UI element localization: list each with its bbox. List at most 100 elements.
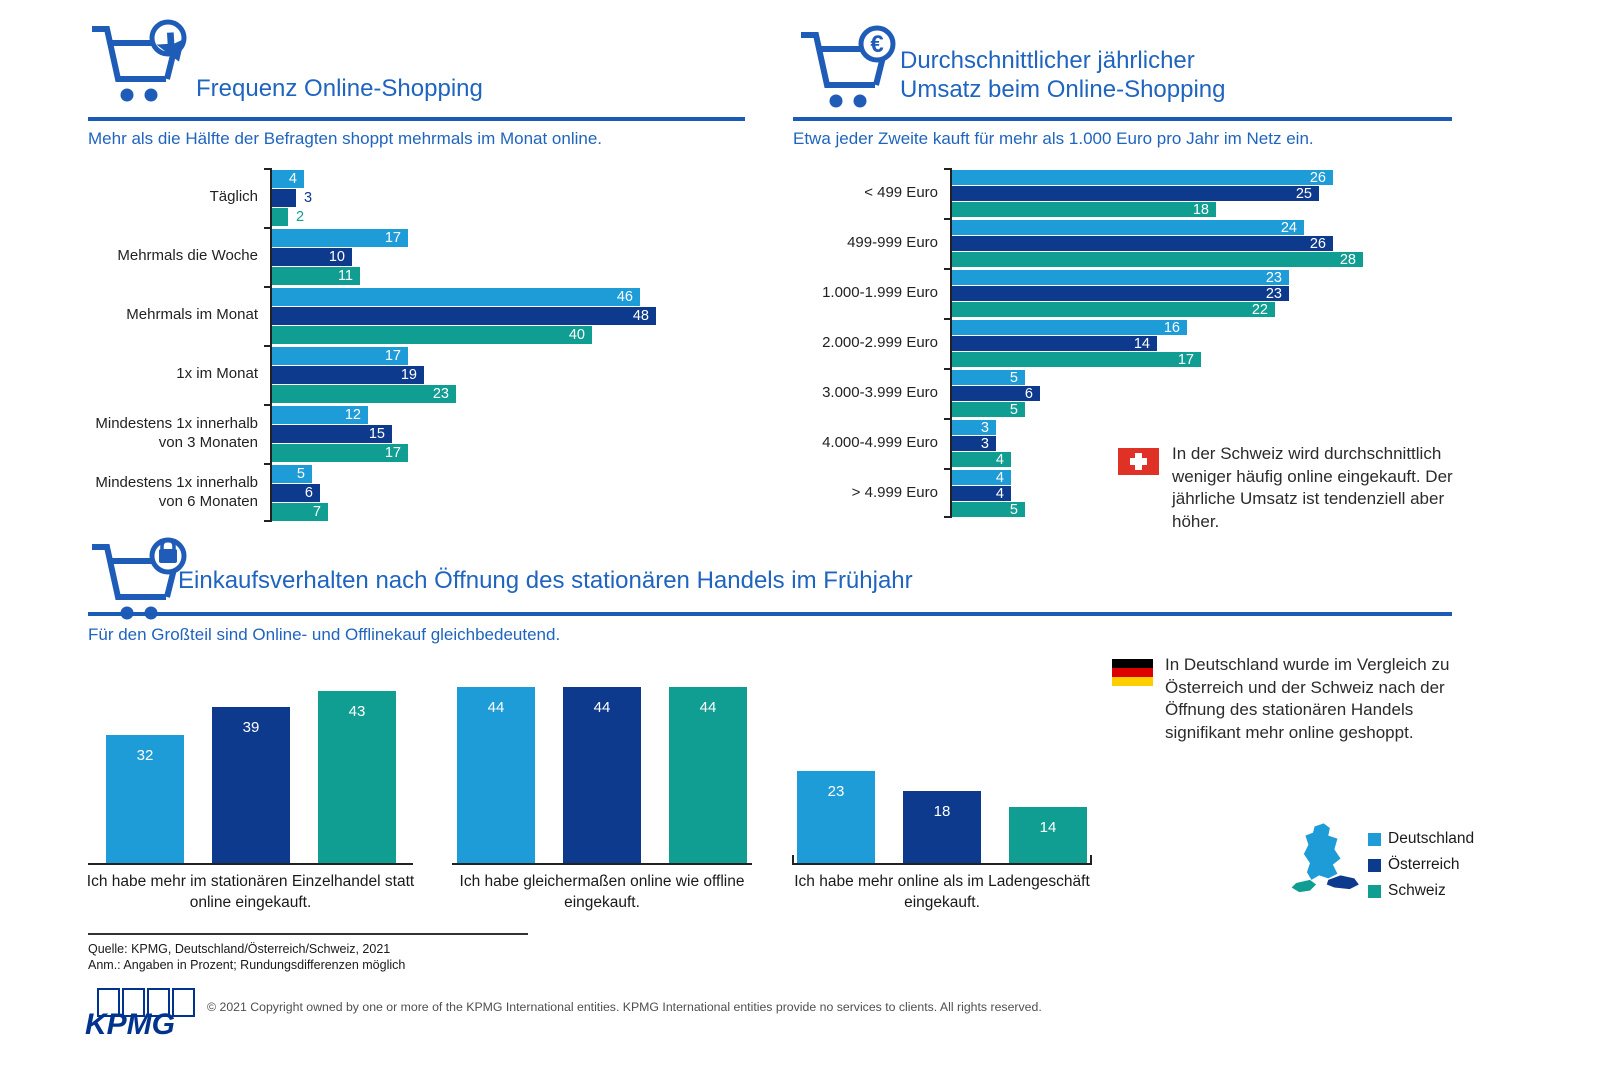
cart-euro-icon: € [801,25,896,108]
section-subtitle-frequency: Mehr als die Hälfte der Befragten shoppt… [88,129,603,148]
bar-deutschland: 4 [272,170,304,188]
bar-value-label: 11 [337,268,353,284]
column-deutschland: 44 [457,687,535,863]
footnote-divider [88,933,528,935]
frequency-chart: Täglich 4 3 2 Mehrmals die Woche 17 10 11 Mehrma… [75,168,675,522]
bar-schweiz: 11 [272,267,360,285]
bar-value-label: 10 [328,249,345,265]
bar-sterreich: 4 [952,486,1011,502]
axis-tick [264,286,270,288]
bar-group: 2.000-2.999 Euro 16 14 17 [755,318,1395,368]
bar-sterreich: 15 [272,425,392,443]
category-label: Mindestens 1x innerhalb von 3 Monaten [95,414,258,451]
axis-tick [944,168,950,170]
bar-deutschland: 17 [272,347,408,365]
axis-tick [944,516,950,518]
axis-tick [944,468,950,470]
bar-value-label: 2 [296,209,305,225]
column-sterreich: 18 [903,791,981,863]
germany-note: In Deutschland wurde im Vergleich zu Öst… [1165,655,1450,742]
axis-tick [944,268,950,270]
kpmg-logo: KPMG [85,988,197,1042]
divider [88,612,1452,616]
legend-label: Österreich [1388,856,1460,873]
x-axis [452,863,752,865]
source-line: Quelle: KPMG, Deutschland/Österreich/Sch… [88,942,391,956]
bar-group: Mindestens 1x innerhalb von 6 Monaten 5 6 7 [75,463,675,522]
bar-group: 3.000-3.999 Euro 5 6 5 [755,368,1395,418]
bar-schweiz: 2 [272,208,304,226]
bar-deutschland: 26 [952,169,1333,186]
bar-schweiz: 17 [272,444,408,462]
column-schweiz: 44 [669,687,747,863]
column-value-label: 18 [933,803,951,820]
y-axis [270,168,272,522]
bar-value-label: 17 [384,348,401,364]
bar-value-label: 3 [980,435,989,452]
column-schweiz: 43 [318,691,396,863]
legend-swatch-schweiz [1368,884,1381,898]
divider [793,117,1452,121]
column-value-label: 43 [348,703,366,720]
column-group-caption: Ich habe gleichermaßen online wie offlin… [459,873,745,911]
bar-group: > 4.999 Euro 4 4 5 [755,468,1395,518]
legend-item-deutschland: Deutschland [1368,830,1474,848]
bar-deutschland: 5 [272,465,312,483]
bar-schweiz: 22 [952,302,1275,318]
bar-sterreich: 6 [272,484,320,502]
bar-group: < 499 Euro 26 25 18 [755,168,1395,218]
category-label: Mehrmals die Woche [117,247,258,265]
column-value-label: 44 [699,699,717,716]
bar-value-label: 4 [995,451,1004,468]
cart-cursor-icon [92,19,187,102]
bar-value-label: 6 [1024,385,1033,402]
column-group: 23 18 14 Ich habe mehr online als im Ladeng… [792,683,1092,923]
column-group: 44 44 44 Ich habe gleichermaßen online wie … [452,683,752,923]
revenue-chart: < 499 Euro 26 25 18 499-999 Euro 24 26 28 1.000-… [755,168,1395,518]
section-title-revenue: Durchschnittlicher jährlicher Umsatz bei… [900,47,1226,103]
bar-value-label: 23 [1265,285,1282,302]
dach-map [1291,823,1359,893]
bar-value-label: 15 [368,426,385,442]
column-value-label: 14 [1039,819,1057,836]
axis-tick [264,404,270,406]
bar-value-label: 26 [1309,235,1326,252]
bar-group: Mehrmals die Woche 17 10 11 [75,227,675,286]
bar-value-label: 26 [1309,169,1326,186]
bar-value-label: 4 [288,171,297,187]
column-sterreich: 39 [212,707,290,863]
axis-tick [264,168,270,170]
section-subtitle-behavior: Für den Großteil sind Online- und Offlin… [88,625,561,644]
column-sterreich: 44 [563,687,641,863]
behavior-chart: 32 39 43 Ich habe mehr im stationären Einze… [0,683,1600,923]
bar-sterreich: 26 [952,235,1333,252]
section-subtitle-revenue: Etwa jeder Zweite kauft für mehr als 1.0… [793,129,1314,148]
bar-deutschland: 5 [952,369,1025,386]
column-value-label: 39 [242,719,260,736]
bar-value-label: 3 [304,190,313,206]
category-label: 499-999 Euro [847,233,938,251]
column-group: 32 39 43 Ich habe mehr im stationären Einze… [87,683,414,923]
axis-tick [944,418,950,420]
axis-tick [944,318,950,320]
switzerland-flag-icon [1118,448,1159,475]
bar-group: 1.000-1.999 Euro 23 23 22 [755,268,1395,318]
bar-deutschland: 46 [272,288,640,306]
axis-tick [944,368,950,370]
column-deutschland: 23 [797,771,875,863]
legend-swatch-deutschland [1368,832,1381,846]
bar-deutschland: 12 [272,406,368,424]
divider [88,117,745,121]
legend-swatch-oesterreich [1368,858,1381,872]
bar-deutschland: 4 [952,470,1011,486]
bar-value-label: 5 [296,466,305,482]
bar-value-label: 17 [384,230,401,246]
column-value-label: 23 [827,783,845,800]
bar-value-label: 5 [1009,369,1018,386]
legend: Deutschland Österreich Schweiz [1368,830,1474,908]
bar-sterreich: 3 [272,189,312,207]
bar-sterreich: 6 [952,385,1040,402]
column-group-caption: Ich habe mehr online als im Ladengeschäf… [794,873,1090,911]
bar-deutschland: 3 [952,420,996,436]
